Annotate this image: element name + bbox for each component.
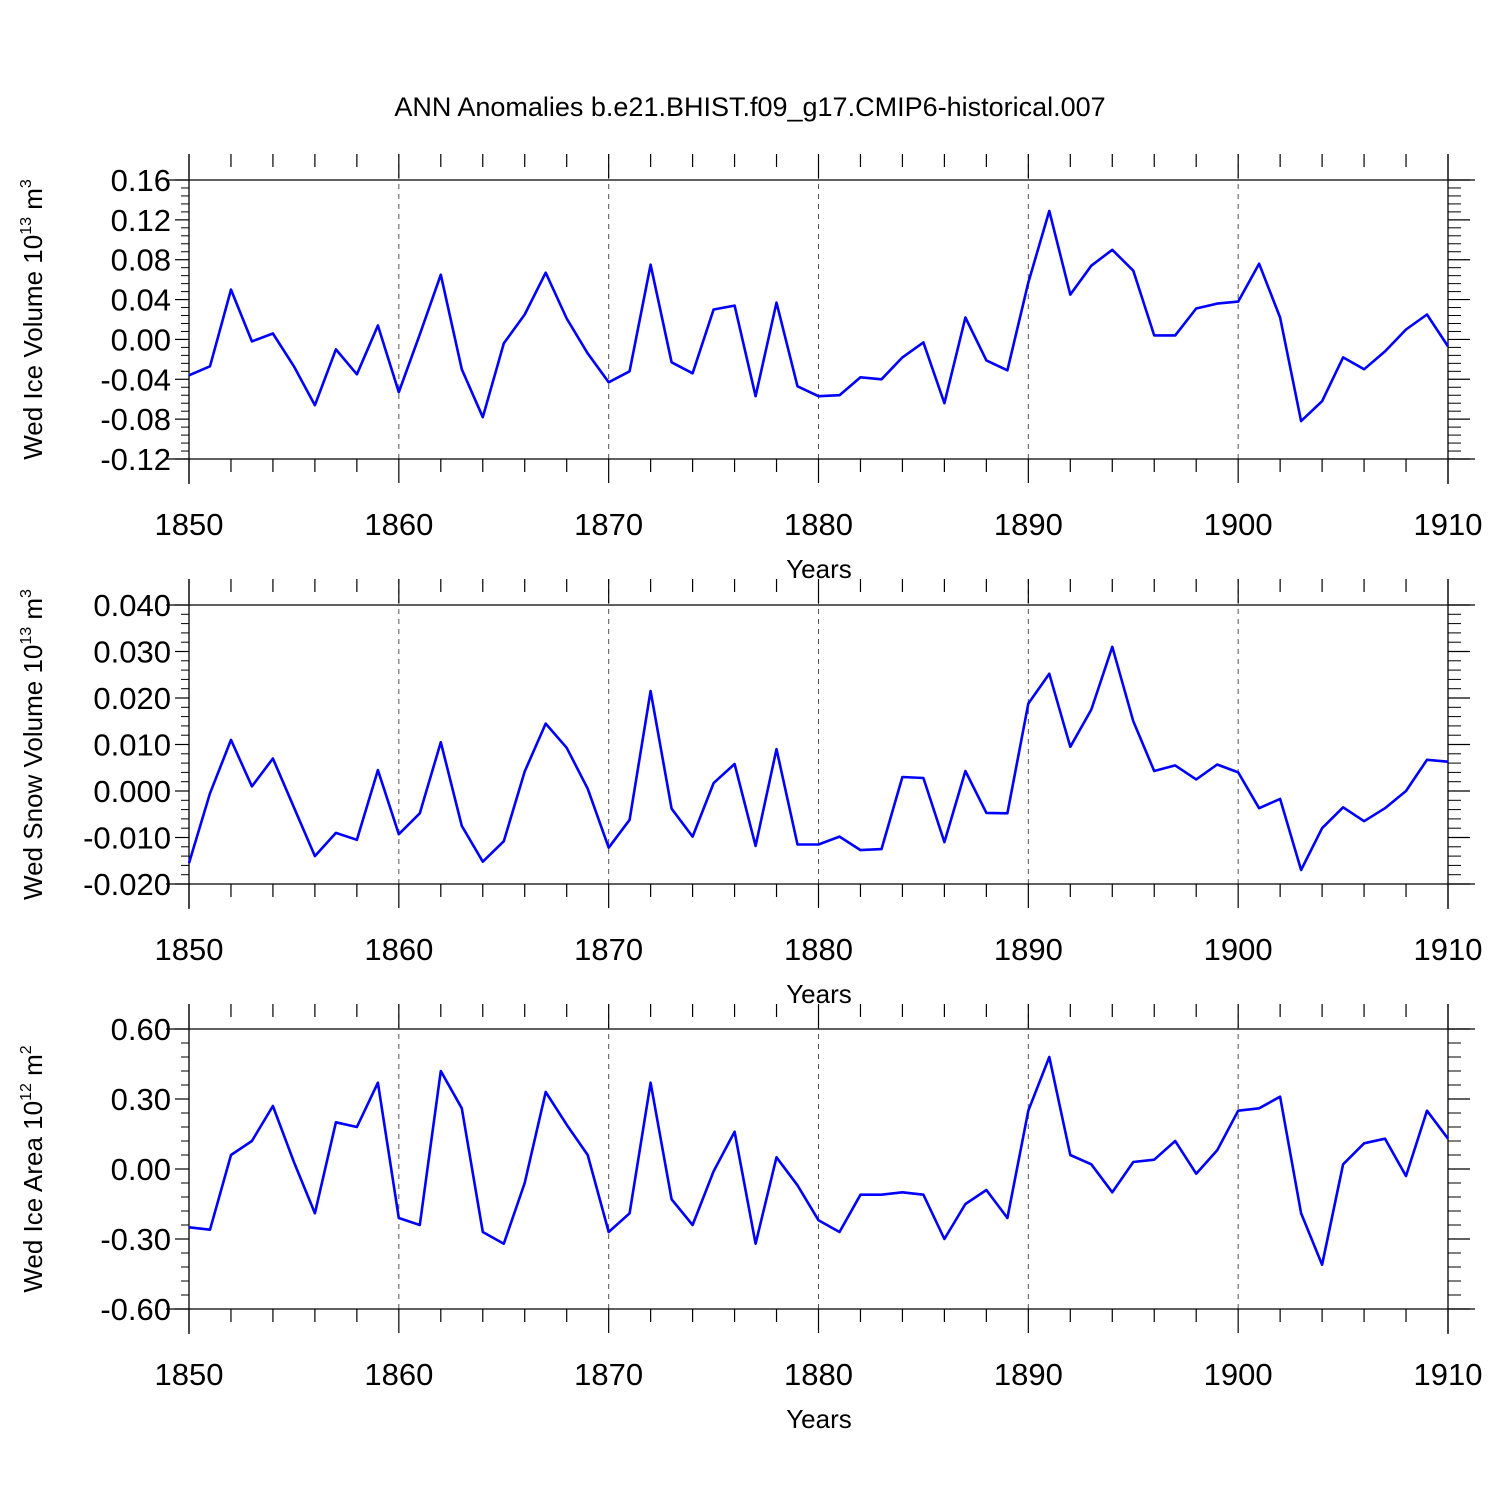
x-tick-label: 1870 [574, 932, 643, 967]
y-axis-label-exponent: 13 [18, 217, 35, 235]
y-tick-label: 0.00 [111, 1152, 171, 1187]
x-tick-label: 1850 [155, 932, 224, 967]
y-tick-label: -0.04 [100, 362, 171, 397]
x-tick-label: 1850 [155, 1357, 224, 1392]
x-tick-label: 1910 [1414, 932, 1483, 967]
y-axis-label-text: Wed Ice Volume 10 [18, 235, 48, 460]
y-tick-label: -0.010 [83, 821, 171, 856]
y-axis-label-unit: m [18, 188, 48, 217]
y-axis-label-exponent: 12 [18, 1083, 35, 1101]
y-tick-label: 0.020 [93, 681, 171, 716]
y-axis-label-unit: m [18, 598, 48, 627]
panel-3: -0.60 -0.30 0.00 0.30 0.60 1850 1860 1870 1880 18… [18, 1004, 1482, 1434]
x-tick-label: 1870 [574, 1357, 643, 1392]
x-tick-label: 1890 [994, 507, 1063, 542]
x-tick-label: 1900 [1204, 932, 1273, 967]
series-line [188, 209, 1450, 423]
series-line [187, 645, 1449, 872]
x-tick-label: 1890 [994, 1357, 1063, 1392]
y-tick-label: 0.08 [111, 243, 171, 278]
x-tick-label: 1900 [1204, 507, 1273, 542]
y-axis-label: Wed Ice Area 1012 m2 [18, 1045, 48, 1292]
y-tick-label: 0.16 [111, 163, 171, 198]
x-tick-label: 1880 [784, 507, 853, 542]
x-tick-label: 1900 [1204, 1357, 1273, 1392]
y-axis-label-exponent: 13 [18, 627, 35, 645]
y-tick-label: 0.00 [111, 322, 171, 357]
x-tick-label: 1910 [1414, 1357, 1483, 1392]
x-tick-label: 1860 [364, 1357, 433, 1392]
y-axis-label-unit-exponent: 2 [18, 1045, 35, 1054]
y-axis-label: Wed Ice Volume 1013 m3 [18, 179, 48, 460]
y-tick-label: 0.030 [93, 635, 171, 670]
x-tick-label: 1880 [784, 932, 853, 967]
y-axis-label-unit: m [18, 1054, 48, 1083]
y-axis-label-unit-exponent: 3 [18, 179, 35, 188]
y-tick-label: 0.040 [93, 588, 171, 623]
y-tick-label: 0.12 [111, 203, 171, 238]
x-tick-label: 1870 [574, 507, 643, 542]
y-tick-label: 0.000 [93, 774, 171, 809]
y-tick-label: -0.020 [83, 867, 171, 902]
x-tick-label: 1850 [155, 507, 224, 542]
panel-1: -0.12 -0.08 -0.04 0.00 0.04 0.08 0.12 0.16 1850 1… [18, 154, 1482, 584]
y-tick-label: 0.04 [111, 283, 171, 318]
x-tick-label: 1860 [364, 932, 433, 967]
x-tick-label: 1910 [1414, 507, 1483, 542]
y-tick-label: 0.010 [93, 728, 171, 763]
y-tick-label: -0.08 [100, 402, 171, 437]
series-line [188, 1055, 1450, 1266]
y-axis-label-text: Wed Ice Area 10 [18, 1101, 48, 1293]
y-tick-label: 0.60 [111, 1012, 171, 1047]
chart-title: ANN Anomalies b.e21.BHIST.f09_g17.CMIP6-… [394, 92, 1105, 122]
y-tick-label: 0.30 [111, 1082, 171, 1117]
y-tick-label: -0.30 [100, 1222, 171, 1257]
x-tick-label: 1890 [994, 932, 1063, 967]
y-tick-label: -0.60 [100, 1292, 171, 1327]
x-tick-label: 1880 [784, 1357, 853, 1392]
y-axis-label: Wed Snow Volume 1013 m3 [18, 589, 48, 900]
y-tick-label: -0.12 [100, 442, 171, 477]
y-axis-label-unit-exponent: 3 [18, 589, 35, 598]
x-axis-label: Years [786, 1404, 852, 1434]
y-axis-label-text: Wed Snow Volume 10 [18, 645, 48, 900]
panels: -0.12 -0.08 -0.04 0.00 0.04 0.08 0.12 0.16 1850 1… [18, 154, 1482, 1434]
x-tick-label: 1860 [364, 507, 433, 542]
panel-2: -0.020 -0.010 0.000 0.010 0.020 0.030 0.040 185… [18, 579, 1482, 1009]
